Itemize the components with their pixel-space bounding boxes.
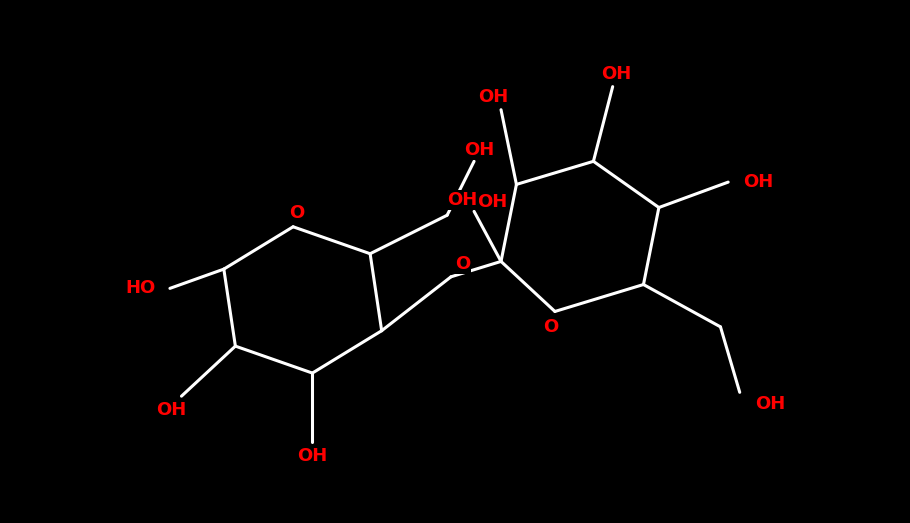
Text: OH: OH [464,141,495,159]
Text: OH: OH [157,401,187,419]
Text: OH: OH [602,65,632,83]
Text: OH: OH [478,88,509,106]
Text: OH: OH [755,395,785,413]
Text: O: O [543,318,559,336]
Text: OH: OH [743,173,773,191]
Text: OH: OH [448,191,478,209]
Text: HO: HO [126,279,157,298]
Text: OH: OH [298,447,328,465]
Text: O: O [289,204,305,222]
Text: O: O [455,255,470,272]
Text: OH: OH [477,193,507,211]
